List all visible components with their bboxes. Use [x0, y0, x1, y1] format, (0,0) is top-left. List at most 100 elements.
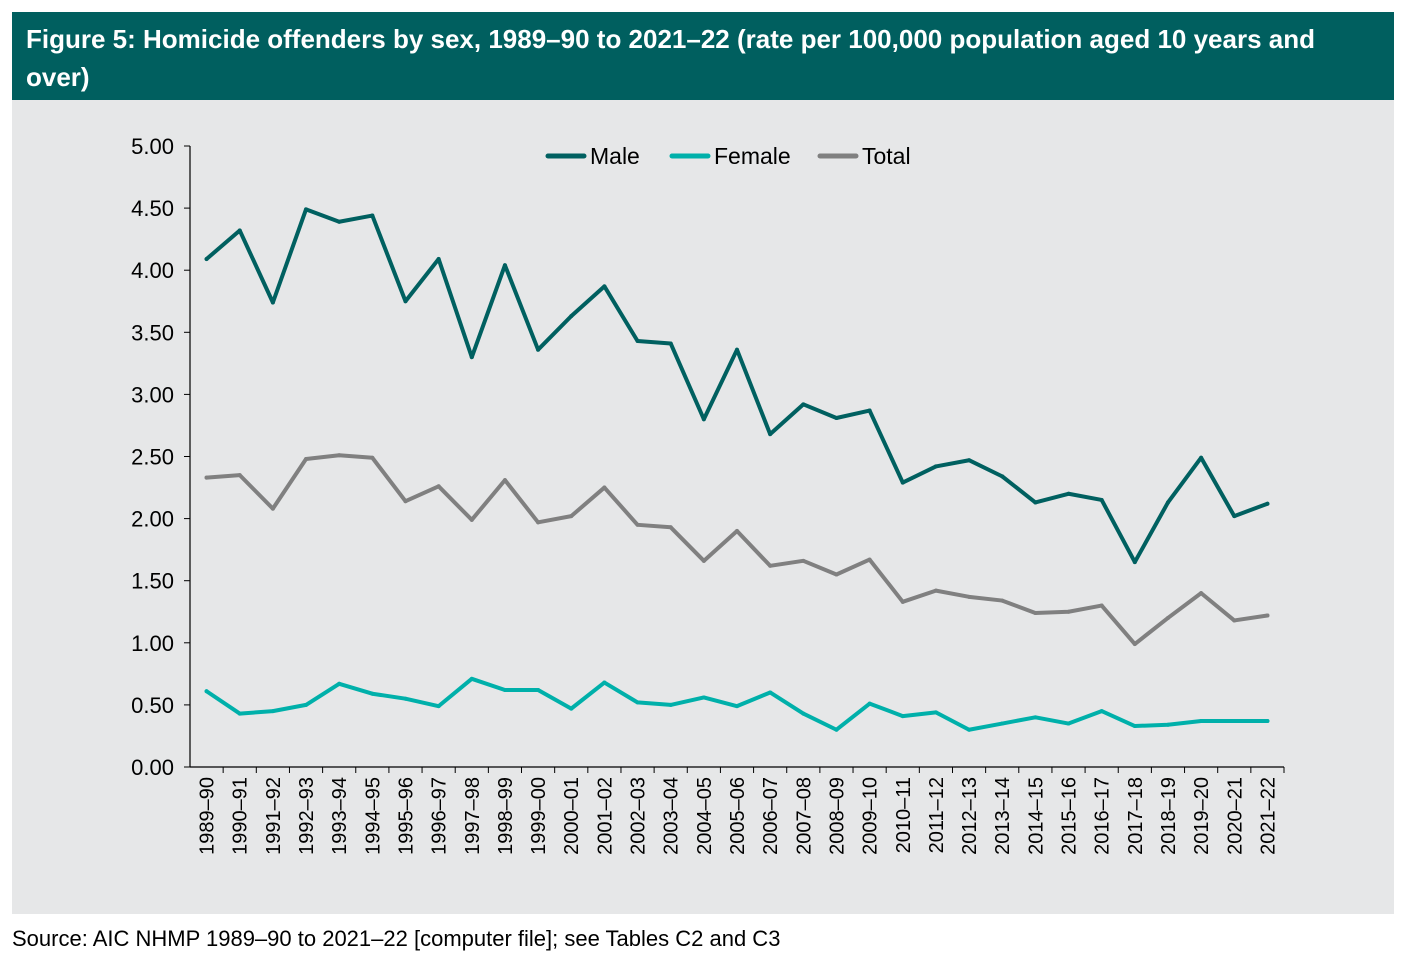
data-point-male: [900, 480, 905, 485]
data-point-male: [569, 314, 574, 319]
data-point-female: [436, 704, 441, 709]
data-point-total: [967, 594, 972, 599]
data-point-total: [237, 473, 242, 478]
series-line-total: [204, 453, 1270, 647]
x-tick-label: 2001–02: [594, 777, 616, 855]
data-point-female: [204, 689, 209, 694]
legend-label-female: Female: [714, 143, 791, 169]
x-tick-label: 2000–01: [561, 777, 583, 855]
x-tick-label: 2014–15: [1025, 777, 1047, 855]
data-point-male: [403, 299, 408, 304]
data-point-female: [967, 727, 972, 732]
y-tick-label: 0.50: [131, 693, 174, 718]
x-tick-label: 1997–98: [462, 777, 484, 855]
data-point-male: [768, 432, 773, 437]
data-point-female: [635, 700, 640, 705]
data-point-male: [701, 417, 706, 422]
data-point-total: [337, 453, 342, 458]
y-tick-label: 2.00: [131, 507, 174, 532]
data-point-male: [1066, 491, 1071, 496]
data-point-male: [1000, 474, 1005, 479]
x-tick-label: 1999–00: [528, 777, 550, 855]
data-point-female: [403, 696, 408, 701]
data-point-male: [1265, 501, 1270, 506]
x-tick-label: 1994–95: [362, 777, 384, 855]
data-point-female: [1066, 721, 1071, 726]
x-tick-label: 2007–08: [793, 777, 815, 855]
data-point-female: [469, 676, 474, 681]
data-point-total: [834, 572, 839, 577]
x-tick-label: 1996–97: [429, 777, 451, 855]
data-point-female: [370, 691, 375, 696]
data-point-male: [1232, 514, 1237, 519]
data-point-female: [502, 687, 507, 692]
x-tick-label: 2004–05: [694, 777, 716, 855]
data-point-total: [1033, 610, 1038, 615]
data-point-total: [1000, 598, 1005, 603]
x-tick-label: 2009–10: [860, 777, 882, 855]
data-point-female: [933, 710, 938, 715]
data-point-male: [304, 207, 309, 212]
data-point-female: [1199, 719, 1204, 724]
x-tick-label: 2016–17: [1092, 777, 1114, 855]
x-tick-label: 2010–11: [893, 777, 915, 853]
data-point-total: [1232, 618, 1237, 623]
data-point-female: [536, 687, 541, 692]
x-tick-label: 1991–92: [263, 777, 285, 855]
x-tick-label: 1992–93: [296, 777, 318, 855]
data-point-male: [436, 257, 441, 262]
y-tick-label: 3.00: [131, 382, 174, 407]
data-point-female: [834, 727, 839, 732]
data-point-total: [1132, 642, 1137, 647]
legend-label-total: Total: [862, 143, 911, 169]
data-point-total: [1066, 609, 1071, 614]
data-point-total: [436, 484, 441, 489]
data-point-female: [668, 702, 673, 707]
data-point-male: [834, 415, 839, 420]
data-point-total: [602, 485, 607, 490]
data-point-total: [536, 520, 541, 525]
data-point-male: [801, 402, 806, 407]
data-point-male: [270, 300, 275, 305]
data-point-male: [1099, 497, 1104, 502]
data-point-female: [1099, 709, 1104, 714]
x-tick-label: 1990–91: [230, 777, 252, 855]
data-point-total: [900, 599, 905, 604]
x-tick-label: 1998–99: [495, 777, 517, 855]
x-tick-label: 2005–06: [727, 777, 749, 855]
data-point-total: [735, 529, 739, 534]
data-point-total: [635, 522, 640, 527]
data-point-female: [1232, 719, 1237, 724]
data-point-female: [237, 711, 242, 716]
x-tick-label: 2006–07: [760, 777, 782, 855]
data-point-total: [801, 558, 806, 563]
data-point-female: [1000, 721, 1005, 726]
data-point-total: [270, 506, 275, 511]
data-point-female: [1132, 724, 1137, 729]
y-tick-label: 5.00: [131, 134, 174, 159]
data-point-male: [337, 219, 342, 224]
data-point-male: [237, 228, 242, 233]
data-point-male: [1165, 500, 1170, 505]
data-point-total: [304, 456, 309, 461]
data-point-male: [502, 263, 507, 268]
data-point-female: [1033, 715, 1038, 720]
data-point-female: [900, 714, 905, 719]
data-point-female: [569, 706, 574, 711]
data-point-total: [469, 517, 474, 522]
x-tick-label: 2003–04: [661, 777, 683, 855]
data-point-male: [536, 347, 541, 352]
x-tick-label: 2018–19: [1158, 777, 1180, 855]
y-tick-label: 4.50: [131, 196, 174, 221]
x-tick-label: 2017–18: [1125, 777, 1147, 855]
data-point-total: [1165, 615, 1170, 620]
data-point-female: [304, 702, 309, 707]
data-point-total: [569, 514, 574, 519]
data-point-male: [668, 341, 673, 346]
data-point-male: [204, 257, 209, 262]
data-point-total: [1099, 603, 1104, 608]
x-tick-label: 2020–21: [1224, 777, 1246, 855]
data-point-total: [668, 525, 673, 530]
y-tick-label: 4.00: [131, 258, 174, 283]
